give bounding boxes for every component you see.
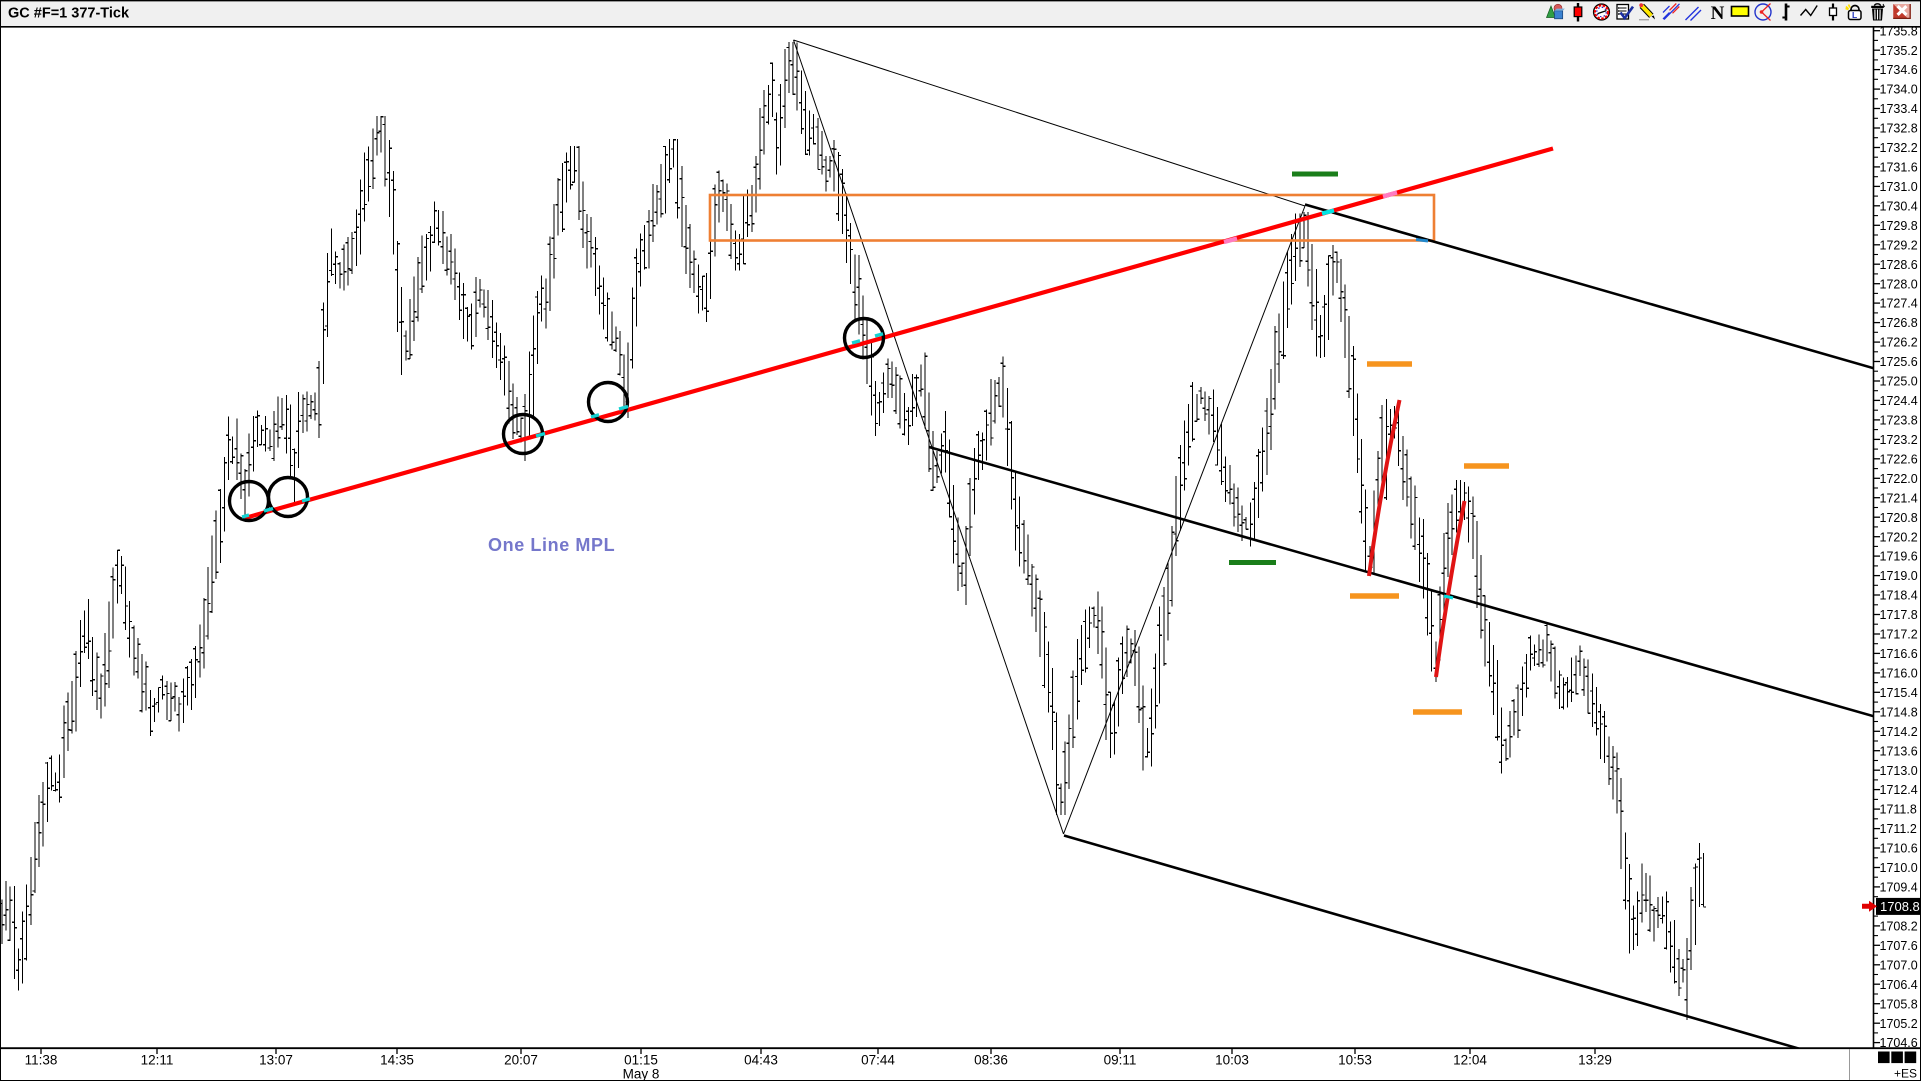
- svg-text:1713.6: 1713.6: [1880, 744, 1918, 758]
- svg-text:20:07: 20:07: [504, 1053, 538, 1068]
- svg-text:1729.2: 1729.2: [1880, 238, 1918, 252]
- svg-text:1722.0: 1722.0: [1880, 472, 1918, 486]
- svg-text:1725.6: 1725.6: [1880, 355, 1918, 369]
- svg-text:1732.2: 1732.2: [1880, 141, 1918, 155]
- svg-text:1717.8: 1717.8: [1880, 608, 1918, 622]
- svg-text:1726.2: 1726.2: [1880, 336, 1918, 350]
- svg-text:1716.6: 1716.6: [1880, 647, 1918, 661]
- svg-text:1720.2: 1720.2: [1880, 530, 1918, 544]
- svg-text:07:44: 07:44: [861, 1053, 895, 1068]
- svg-text:1704.6: 1704.6: [1880, 1036, 1918, 1050]
- svg-text:May 8: May 8: [623, 1067, 660, 1081]
- svg-text:12:04: 12:04: [1453, 1053, 1487, 1068]
- svg-text:13:07: 13:07: [259, 1053, 293, 1068]
- svg-text:1728.6: 1728.6: [1880, 258, 1918, 272]
- svg-text:1718.4: 1718.4: [1880, 589, 1918, 603]
- svg-text:N: N: [1711, 3, 1725, 24]
- svg-text:1724.4: 1724.4: [1880, 394, 1918, 408]
- svg-text:L: L: [1852, 10, 1857, 20]
- svg-text:1723.2: 1723.2: [1880, 433, 1918, 447]
- svg-text:1710.6: 1710.6: [1880, 842, 1918, 856]
- svg-text:08:36: 08:36: [974, 1053, 1008, 1068]
- svg-text:1713.0: 1713.0: [1880, 764, 1918, 778]
- svg-text:01:15: 01:15: [624, 1053, 658, 1068]
- svg-text:1714.2: 1714.2: [1880, 725, 1918, 739]
- svg-text:1717.2: 1717.2: [1880, 628, 1918, 642]
- svg-text:1729.8: 1729.8: [1880, 219, 1918, 233]
- svg-text:14:35: 14:35: [380, 1053, 414, 1068]
- svg-text:1727.4: 1727.4: [1880, 297, 1918, 311]
- svg-text:1719.6: 1719.6: [1880, 550, 1918, 564]
- svg-text:1707.0: 1707.0: [1880, 958, 1918, 972]
- svg-text:1710.0: 1710.0: [1880, 861, 1918, 875]
- svg-text:1733.4: 1733.4: [1880, 102, 1918, 116]
- svg-text:1712.4: 1712.4: [1880, 783, 1918, 797]
- svg-text:1719.0: 1719.0: [1880, 569, 1918, 583]
- svg-text:1726.8: 1726.8: [1880, 316, 1918, 330]
- svg-text:1716.0: 1716.0: [1880, 667, 1918, 681]
- svg-text:1709.4: 1709.4: [1880, 881, 1918, 895]
- svg-text:GC #F=1 377-Tick: GC #F=1 377-Tick: [8, 6, 130, 22]
- svg-text:1722.6: 1722.6: [1880, 452, 1918, 466]
- svg-text:1723.8: 1723.8: [1880, 414, 1918, 428]
- svg-text:1708.2: 1708.2: [1880, 920, 1918, 934]
- svg-text:1711.8: 1711.8: [1880, 803, 1917, 817]
- svg-text:1735.8: 1735.8: [1880, 24, 1918, 38]
- svg-text:09:11: 09:11: [1104, 1053, 1137, 1068]
- svg-text:1705.8: 1705.8: [1880, 997, 1918, 1011]
- svg-text:1705.2: 1705.2: [1880, 1017, 1918, 1031]
- svg-text:1730.4: 1730.4: [1880, 199, 1918, 213]
- svg-text:13:29: 13:29: [1578, 1053, 1612, 1068]
- svg-text:1708.8: 1708.8: [1880, 899, 1920, 914]
- svg-text:1721.4: 1721.4: [1880, 491, 1918, 505]
- svg-text:12:11: 12:11: [141, 1053, 174, 1068]
- svg-text:10:53: 10:53: [1338, 1053, 1372, 1068]
- svg-text:1734.0: 1734.0: [1880, 83, 1918, 97]
- svg-text:One Line MPL: One Line MPL: [488, 535, 615, 555]
- svg-text:1711.2: 1711.2: [1880, 822, 1917, 836]
- svg-text:1715.4: 1715.4: [1880, 686, 1918, 700]
- svg-text:1728.0: 1728.0: [1880, 277, 1918, 291]
- svg-text:04:43: 04:43: [744, 1053, 778, 1068]
- svg-text:1734.6: 1734.6: [1880, 63, 1918, 77]
- svg-text:1725.0: 1725.0: [1880, 375, 1918, 389]
- svg-text:11:38: 11:38: [25, 1053, 58, 1068]
- svg-text:1731.6: 1731.6: [1880, 161, 1918, 175]
- svg-text:1731.0: 1731.0: [1880, 180, 1918, 194]
- svg-text:1732.8: 1732.8: [1880, 122, 1918, 136]
- svg-text:+ES: +ES: [1894, 1067, 1917, 1081]
- svg-text:1720.8: 1720.8: [1880, 511, 1918, 525]
- svg-text:1706.4: 1706.4: [1880, 978, 1918, 992]
- svg-text:10:03: 10:03: [1215, 1053, 1249, 1068]
- svg-text:1707.6: 1707.6: [1880, 939, 1918, 953]
- svg-text:1714.8: 1714.8: [1880, 705, 1918, 719]
- svg-text:1735.2: 1735.2: [1880, 44, 1918, 58]
